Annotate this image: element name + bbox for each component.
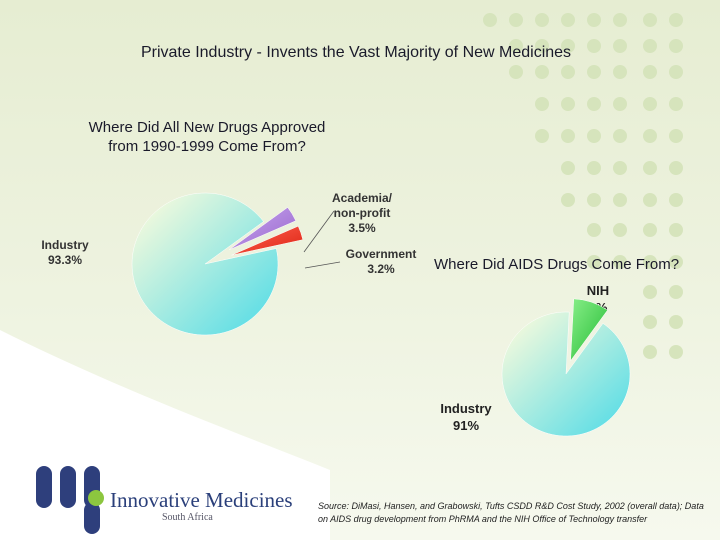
decorative-dot: [561, 97, 575, 111]
decorative-dot: [643, 13, 657, 27]
decorative-dot: [669, 193, 683, 207]
decorative-dot: [643, 65, 657, 79]
decorative-dot: [643, 193, 657, 207]
decorative-dot: [535, 129, 549, 143]
chart1-label-academia-value: 3.5%: [348, 221, 376, 235]
decorative-dot: [561, 129, 575, 143]
decorative-dot: [587, 161, 601, 175]
decorative-dot: [669, 315, 683, 329]
decorative-dot: [643, 161, 657, 175]
decorative-dot: [561, 65, 575, 79]
decorative-dot: [587, 129, 601, 143]
decorative-dot: [509, 13, 523, 27]
chart1-leader-government: [304, 261, 341, 269]
chart1-title-line-1: Where Did All New Drugs Approved: [88, 119, 326, 136]
decorative-dot: [535, 39, 549, 53]
decorative-dot: [669, 39, 683, 53]
decorative-dot: [669, 345, 683, 359]
chart1-slice-government: [231, 225, 304, 256]
chart1-slice-academia: [228, 207, 297, 251]
chart2-label-industry-name: Industry: [440, 401, 492, 416]
chart1-label-academia-name-1: Academia/: [331, 191, 393, 205]
decorative-dot: [587, 223, 601, 237]
decorative-dot: [643, 97, 657, 111]
decorative-dot: [613, 39, 627, 53]
chart1-label-academia: Academia/ non-profit 3.5%: [322, 191, 402, 236]
decorative-dot: [509, 39, 523, 53]
decorative-dot: [587, 13, 601, 27]
decorative-dot: [613, 255, 627, 269]
decorative-dot: [587, 193, 601, 207]
chart1-label-government: Government 3.2%: [338, 247, 424, 277]
decorative-dot: [669, 161, 683, 175]
decorative-dot: [643, 345, 657, 359]
logo-subtitle: South Africa: [162, 512, 213, 523]
decorative-dot: [587, 39, 601, 53]
decorative-dot: [613, 193, 627, 207]
decorative-dot: [561, 39, 575, 53]
chart1-label-government-name: Government: [345, 247, 417, 261]
decorative-dot: [669, 255, 683, 269]
chart1-leader-academia: [303, 210, 335, 253]
chart1-label-industry-value: 93.3%: [47, 253, 83, 267]
chart1-label-industry: Industry 93.3%: [32, 238, 98, 268]
decorative-dot: [561, 193, 575, 207]
logo-name: Innovative Medicines: [110, 488, 293, 512]
chart2-label-industry: Industry 91%: [428, 400, 504, 434]
decorative-dot: [587, 97, 601, 111]
chart2-label-industry-value: 91%: [452, 418, 480, 433]
decorative-dot: [613, 129, 627, 143]
decorative-dot: [669, 223, 683, 237]
decorative-dot: [669, 129, 683, 143]
decorative-dot: [643, 39, 657, 53]
source-note: Source: DiMasi, Hansen, and Grabowski, T…: [318, 501, 704, 524]
logo-mark: [36, 466, 104, 534]
decorative-dot: [643, 223, 657, 237]
chart2-slice-industry: [501, 311, 631, 437]
decorative-dot: [483, 13, 497, 27]
chart1-label-government-value: 3.2%: [367, 262, 395, 276]
decorative-dot: [613, 13, 627, 27]
decorative-dot: [643, 315, 657, 329]
decorative-dot: [535, 65, 549, 79]
decorative-dot: [669, 13, 683, 27]
decorative-dot: [613, 161, 627, 175]
chart1-slice-industry: [131, 192, 279, 336]
decorative-dot: [535, 13, 549, 27]
decorative-dot: [669, 65, 683, 79]
chart1-title-line-2: from 1990-1999 Come From?: [108, 138, 306, 155]
chart1-label-industry-name: Industry: [41, 238, 89, 252]
decorative-dot: [587, 65, 601, 79]
decorative-dot: [509, 65, 523, 79]
page-title: Private Industry - Invents the Vast Majo…: [140, 44, 572, 61]
decorative-dot: [613, 97, 627, 111]
decorative-dot: [613, 65, 627, 79]
decorative-dot: [643, 129, 657, 143]
chart1-title: Where Did All New Drugs Approved from 19…: [52, 118, 362, 156]
chart2-label-nih-name: NIH: [586, 283, 610, 298]
decorative-dot: [561, 161, 575, 175]
decorative-dot: [669, 97, 683, 111]
chart2-title: Where Did AIDS Drugs Come From?: [434, 256, 680, 273]
chart1-label-academia-name-2: non-profit: [333, 206, 391, 220]
decorative-dot: [643, 285, 657, 299]
decorative-dot: [587, 255, 601, 269]
decorative-dot: [643, 255, 657, 269]
decorative-dot: [535, 97, 549, 111]
decorative-dot: [561, 13, 575, 27]
decorative-dot: [613, 223, 627, 237]
chart2-slice-nih: [570, 298, 608, 362]
decorative-dot-grid: [483, 13, 683, 359]
decorative-dot: [669, 285, 683, 299]
